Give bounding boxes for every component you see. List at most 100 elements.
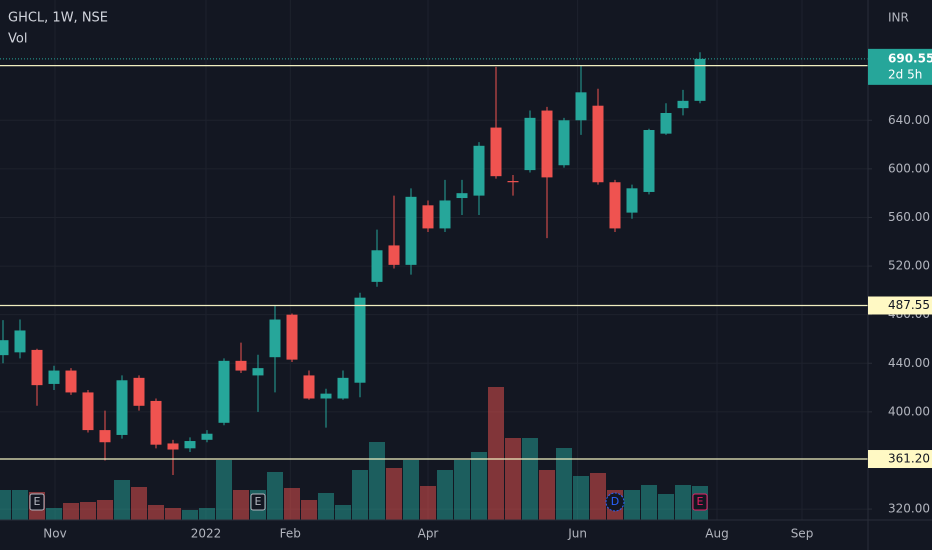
y-tick-label: 640.00 — [888, 113, 930, 127]
volume-bar — [352, 470, 368, 520]
candle-body — [99, 430, 111, 443]
volume-bar — [267, 472, 283, 520]
candle-body — [371, 250, 383, 282]
candle-body — [337, 377, 349, 399]
event-label: E — [255, 495, 262, 508]
candle-body — [507, 181, 519, 183]
candle-body — [320, 393, 332, 399]
event-label: E — [34, 495, 41, 508]
candle-body — [82, 392, 94, 431]
candle-body — [422, 205, 434, 229]
candle-body — [201, 433, 213, 440]
volume-bar — [46, 508, 62, 520]
candle-body — [354, 297, 366, 383]
volume-bar — [199, 508, 215, 520]
x-tick-label: Aug — [705, 527, 728, 541]
last-price-label: 690.55 — [888, 51, 932, 65]
candle-body — [218, 360, 230, 423]
price-label: 487.55 — [888, 298, 930, 312]
x-tick-label: Sep — [791, 527, 814, 541]
volume-bar — [658, 494, 674, 520]
candle-body — [303, 375, 315, 399]
volume-bar — [675, 485, 691, 520]
volume-bar — [182, 510, 198, 520]
price-label-bg — [868, 296, 932, 315]
candle-body — [167, 443, 179, 450]
candle-body — [14, 330, 26, 353]
candle-body — [677, 100, 689, 109]
price-pane — [0, 52, 706, 476]
volume-bar — [437, 470, 453, 520]
volume-bar — [471, 452, 487, 520]
candle-body — [116, 380, 128, 435]
volume-bar — [556, 448, 572, 520]
volume-bar — [0, 490, 11, 520]
candle-body — [150, 400, 162, 445]
candle-body — [0, 340, 9, 356]
candle-body — [558, 120, 570, 166]
candle-body — [31, 349, 43, 386]
candle-body — [473, 145, 485, 196]
candle-body — [456, 193, 468, 199]
x-tick-label: 2022 — [191, 527, 222, 541]
volume-bar — [301, 500, 317, 520]
x-tick-label: Nov — [43, 527, 66, 541]
y-tick-label: 320.00 — [888, 502, 930, 516]
y-tick-label: 600.00 — [888, 161, 930, 175]
event-marker — [29, 493, 45, 511]
event-marker — [250, 493, 266, 511]
candle-body — [65, 370, 77, 393]
volume-bar — [216, 460, 232, 520]
volume-bar — [522, 438, 538, 520]
candle-body — [48, 370, 60, 384]
candle-body — [592, 105, 604, 183]
volume-bar — [233, 490, 249, 520]
price-label: 361.20 — [888, 452, 930, 466]
y-tick-label: 400.00 — [888, 404, 930, 418]
candle-body — [133, 377, 145, 406]
volume-bar — [369, 442, 385, 520]
volume-bar — [488, 387, 504, 520]
candle-body — [286, 314, 298, 360]
last-price-bg — [868, 48, 932, 85]
volume-bar — [420, 486, 436, 520]
volume-label: Vol — [8, 32, 27, 47]
candle-body — [269, 319, 281, 358]
candle-body — [626, 188, 638, 213]
candle-body — [541, 110, 553, 178]
volume-bar — [12, 490, 28, 520]
grid — [0, 0, 868, 520]
event-label: D — [611, 495, 619, 508]
volume-bar — [573, 476, 589, 520]
candle-body — [609, 182, 621, 229]
countdown: 2d 5h — [888, 67, 922, 81]
y-tick-label: 440.00 — [888, 356, 930, 370]
candle-body — [643, 130, 655, 192]
volume-bar — [590, 473, 606, 520]
volume-bar — [148, 505, 164, 520]
event-marker — [692, 493, 708, 511]
y-tick-label: 520.00 — [888, 259, 930, 273]
candle-body — [524, 117, 536, 171]
volume-bar — [454, 460, 470, 520]
currency: INR — [888, 11, 909, 25]
volume-bar — [114, 480, 130, 520]
volume-pane — [0, 387, 708, 520]
candle-body — [694, 58, 706, 101]
candle-body — [252, 368, 264, 376]
volume-bar — [641, 485, 657, 520]
volume-bar — [165, 508, 181, 520]
volume-bar — [624, 490, 640, 520]
candle-body — [575, 92, 587, 121]
volume-bar — [80, 502, 96, 520]
volume-bar — [386, 468, 402, 520]
volume-bar — [97, 500, 113, 520]
x-tick-label: Jun — [567, 527, 587, 541]
volume-bar — [403, 460, 419, 520]
volume-bar — [63, 503, 79, 520]
event-label: E — [697, 495, 704, 508]
volume-bar — [284, 488, 300, 520]
